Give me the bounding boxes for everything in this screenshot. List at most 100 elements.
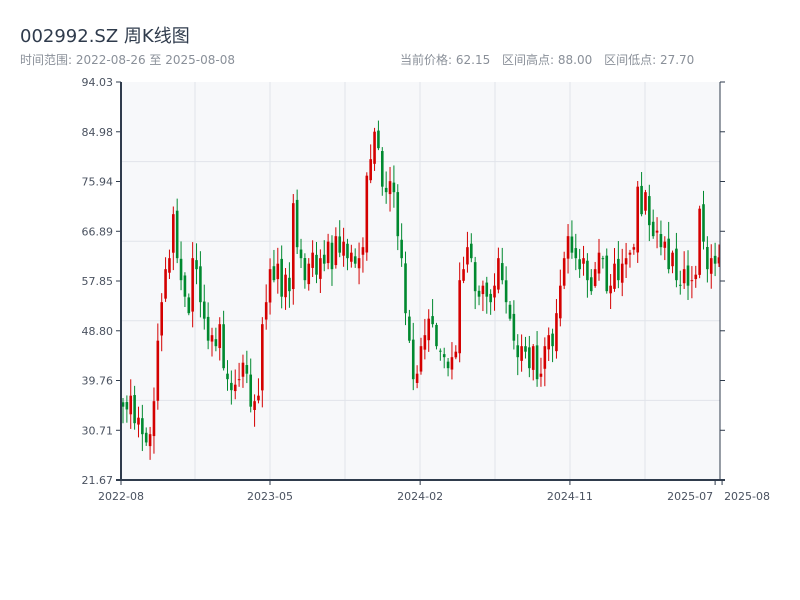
candle-up bbox=[682, 269, 686, 284]
period-high: 区间高点: 88.00 bbox=[502, 53, 593, 67]
candle-up bbox=[415, 373, 419, 383]
candle-down bbox=[702, 204, 705, 242]
candle-down bbox=[206, 316, 210, 341]
candle-down bbox=[706, 246, 709, 270]
candle-down bbox=[315, 254, 318, 275]
candle-up bbox=[311, 252, 314, 268]
candle-up bbox=[291, 203, 295, 290]
candle-up bbox=[276, 263, 280, 280]
candle-down bbox=[512, 313, 516, 341]
candle-up bbox=[373, 131, 376, 164]
candle-up bbox=[466, 247, 469, 265]
candle-down bbox=[141, 418, 144, 435]
candle-down bbox=[380, 151, 384, 187]
candle-up bbox=[458, 280, 461, 354]
y-tick-label: 57.85 bbox=[82, 275, 114, 288]
candle-down bbox=[617, 258, 620, 281]
candle-up bbox=[644, 192, 647, 211]
candle-down bbox=[485, 282, 489, 297]
candle-down bbox=[299, 249, 303, 259]
candle-up bbox=[620, 263, 624, 283]
candle-down bbox=[179, 258, 183, 281]
candle-up bbox=[427, 318, 431, 341]
candle-up bbox=[350, 252, 353, 262]
candle-up bbox=[156, 340, 160, 401]
candle-down bbox=[133, 395, 136, 424]
candle-up bbox=[129, 395, 133, 415]
candle-down bbox=[675, 248, 678, 281]
candle-up bbox=[539, 373, 543, 377]
candle-down bbox=[431, 316, 434, 325]
candle-up bbox=[168, 258, 171, 273]
candle-up bbox=[582, 258, 585, 264]
candle-up bbox=[636, 186, 640, 253]
candle-down bbox=[524, 346, 527, 352]
candle-up bbox=[520, 346, 523, 361]
candle-down bbox=[303, 258, 307, 281]
candle-down bbox=[202, 301, 206, 319]
candle-up bbox=[361, 247, 365, 255]
candle-down bbox=[121, 402, 125, 407]
candle-down bbox=[601, 258, 605, 260]
candle-up bbox=[264, 302, 268, 320]
candle-down bbox=[183, 275, 187, 297]
candle-down bbox=[713, 255, 717, 264]
candle-up bbox=[709, 258, 713, 274]
candle-up bbox=[261, 324, 264, 391]
candles bbox=[121, 120, 721, 460]
price-stats: 当前价格: 62.15 区间高点: 88.00 区间低点: 27.70 bbox=[400, 51, 702, 68]
candle-up bbox=[369, 159, 372, 181]
candle-down bbox=[605, 255, 609, 292]
x-tick-label: 2023-05 bbox=[247, 490, 293, 503]
candle-up bbox=[609, 285, 612, 294]
y-tick-label: 39.76 bbox=[82, 375, 114, 388]
candle-up bbox=[543, 346, 547, 369]
candle-up bbox=[698, 208, 701, 275]
candle-up bbox=[671, 252, 674, 267]
candle-down bbox=[404, 263, 407, 314]
candle-down bbox=[651, 221, 655, 237]
candle-down bbox=[470, 243, 473, 259]
y-tick-label: 66.89 bbox=[82, 225, 114, 238]
candle-down bbox=[508, 304, 512, 319]
candle-down bbox=[187, 297, 191, 314]
y-tick-label: 75.94 bbox=[82, 176, 114, 189]
candle-up bbox=[334, 236, 338, 266]
candle-up bbox=[357, 258, 361, 269]
candle-down bbox=[640, 185, 643, 215]
candle-down bbox=[439, 350, 442, 352]
candle-down bbox=[295, 199, 299, 248]
x-tick-label: 2024-11 bbox=[547, 490, 593, 503]
axes: 21.67 30.71 39.76 48.80 57.85 66.89 75.94 84.98… bbox=[82, 76, 771, 503]
y-tick-label: 94.03 bbox=[82, 76, 114, 89]
candle-up bbox=[152, 401, 156, 437]
candle-down bbox=[144, 432, 148, 443]
candle-down bbox=[222, 324, 225, 369]
candle-up bbox=[342, 241, 345, 256]
candle-down bbox=[667, 238, 670, 270]
candle-down bbox=[659, 234, 663, 248]
candle-up bbox=[613, 263, 616, 289]
candle-up bbox=[663, 241, 667, 248]
candle-down bbox=[214, 339, 218, 347]
candle-down bbox=[578, 259, 581, 270]
candle-up bbox=[547, 335, 550, 350]
candle-up bbox=[632, 247, 636, 250]
candle-down bbox=[686, 265, 690, 286]
candle-up bbox=[624, 258, 628, 265]
candle-down bbox=[551, 333, 554, 347]
candle-up bbox=[172, 214, 175, 253]
candle-up bbox=[237, 379, 241, 381]
candle-up bbox=[717, 257, 721, 264]
page-title: 002992.SZ 周K线图 bbox=[20, 26, 190, 47]
candle-down bbox=[226, 373, 229, 380]
candle-up bbox=[284, 274, 287, 298]
y-tick-label: 48.80 bbox=[82, 325, 114, 338]
candle-down bbox=[473, 262, 477, 292]
candle-down bbox=[586, 260, 589, 281]
candle-up bbox=[148, 434, 152, 447]
candle-down bbox=[411, 339, 415, 380]
candle-down bbox=[442, 354, 446, 358]
candle-up bbox=[655, 230, 659, 233]
candle-down bbox=[346, 243, 349, 259]
